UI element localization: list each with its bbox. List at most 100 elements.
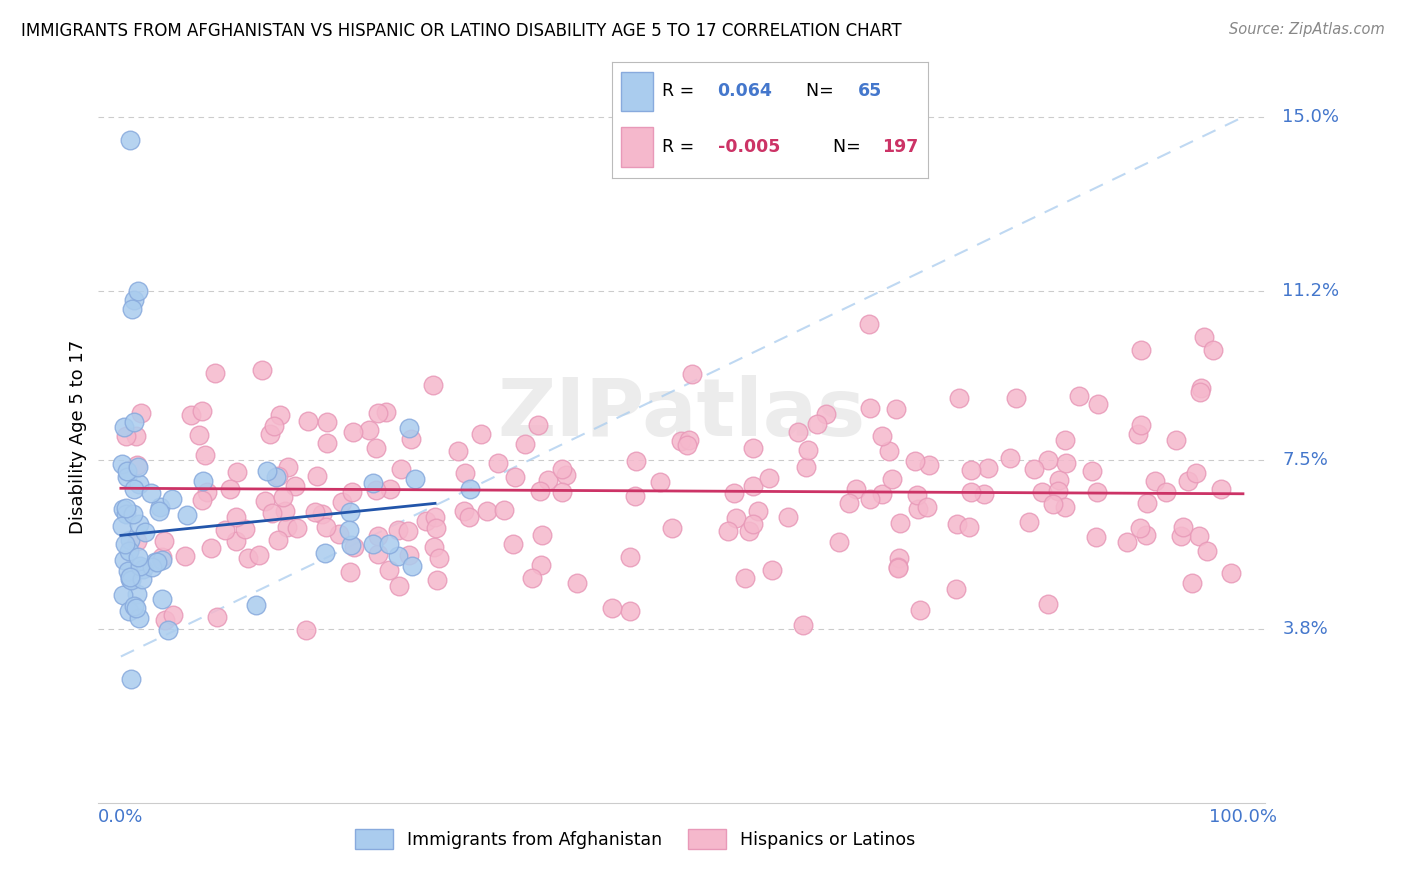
Point	[125, 428, 148, 442]
Point	[271, 490, 294, 504]
Point	[162, 607, 184, 622]
Point	[122, 507, 145, 521]
Point	[274, 504, 297, 518]
Point	[554, 467, 576, 482]
Point	[134, 524, 156, 539]
Point	[117, 470, 139, 484]
Point	[367, 528, 389, 542]
Point	[742, 478, 765, 492]
Point	[132, 562, 155, 576]
Point	[551, 462, 574, 476]
Point	[380, 482, 402, 496]
Point	[529, 483, 551, 498]
Point	[118, 573, 141, 587]
Point	[259, 427, 281, 442]
Point	[1201, 343, 1223, 358]
Point	[734, 571, 756, 585]
Point	[115, 507, 138, 521]
Point	[145, 555, 167, 569]
Point	[1053, 500, 1076, 515]
Point	[960, 463, 983, 477]
Point	[870, 429, 893, 443]
Point	[330, 495, 353, 509]
Text: N=: N=	[823, 138, 866, 156]
Point	[160, 491, 183, 506]
Point	[225, 466, 247, 480]
Point	[377, 537, 399, 551]
Point	[112, 502, 135, 516]
Point	[117, 565, 139, 579]
Point	[128, 477, 150, 491]
Point	[122, 416, 145, 430]
Point	[723, 486, 745, 500]
Point	[284, 479, 307, 493]
Point	[118, 603, 141, 617]
Point	[367, 406, 389, 420]
Point	[815, 407, 838, 421]
Point	[794, 460, 817, 475]
Point	[247, 548, 270, 562]
Point	[494, 503, 516, 517]
Point	[486, 456, 509, 470]
Point	[378, 563, 401, 577]
Point	[425, 521, 447, 535]
Point	[112, 588, 135, 602]
Y-axis label: Disability Age 5 to 17: Disability Age 5 to 17	[69, 340, 87, 534]
Bar	[621, 71, 652, 112]
Text: 3.8%: 3.8%	[1282, 620, 1329, 638]
Point	[127, 460, 149, 475]
Point	[724, 511, 747, 525]
Text: ZIPatlas: ZIPatlas	[498, 376, 866, 453]
Text: -0.005: -0.005	[717, 138, 780, 156]
Point	[112, 420, 135, 434]
Point	[304, 504, 326, 518]
Point	[139, 486, 162, 500]
Point	[747, 504, 769, 518]
Point	[776, 509, 799, 524]
Point	[339, 565, 361, 579]
Point	[447, 444, 470, 458]
Point	[1087, 397, 1109, 411]
Point	[1166, 433, 1188, 447]
Point	[946, 517, 969, 532]
Point	[207, 610, 229, 624]
Point	[959, 484, 981, 499]
Point	[150, 549, 173, 564]
Point	[150, 592, 173, 607]
Point	[153, 533, 176, 548]
Point	[389, 462, 412, 476]
Point	[787, 425, 810, 440]
Point	[200, 541, 222, 555]
Point	[118, 544, 141, 558]
Point	[111, 519, 134, 533]
Point	[118, 569, 141, 583]
Point	[127, 458, 149, 472]
Point	[174, 549, 197, 564]
Point	[423, 510, 446, 524]
Point	[1018, 515, 1040, 529]
Point	[738, 524, 761, 538]
Text: Source: ZipAtlas.com: Source: ZipAtlas.com	[1229, 22, 1385, 37]
Point	[122, 599, 145, 614]
Point	[195, 484, 218, 499]
Point	[1188, 529, 1211, 543]
Point	[155, 613, 177, 627]
Point	[1036, 597, 1059, 611]
Point	[128, 611, 150, 625]
Point	[526, 417, 548, 432]
Text: R =: R =	[662, 138, 700, 156]
Point	[118, 133, 141, 147]
Point	[454, 466, 477, 480]
Point	[889, 516, 911, 530]
Point	[120, 574, 142, 588]
Text: 0.064: 0.064	[717, 82, 772, 101]
Point	[343, 540, 366, 554]
Point	[422, 377, 444, 392]
Point	[761, 563, 783, 577]
Point	[315, 415, 337, 429]
Point	[125, 587, 148, 601]
Point	[973, 487, 995, 501]
Point	[315, 436, 337, 450]
Point	[917, 458, 939, 472]
Point	[742, 441, 765, 455]
